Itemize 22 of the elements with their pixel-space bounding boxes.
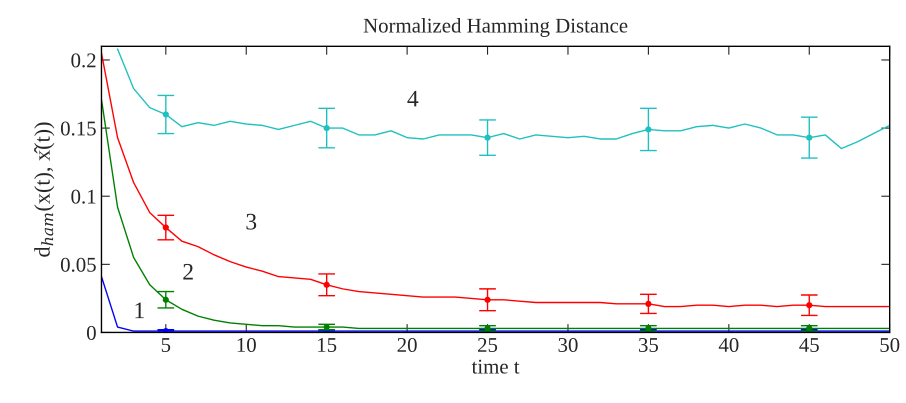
series-label: 2 xyxy=(183,264,193,280)
x-tick-label: 10 xyxy=(238,338,256,352)
y-tick-label: 0.05 xyxy=(60,258,96,272)
series-label: 1 xyxy=(135,302,144,318)
x-tick-label: 25 xyxy=(478,338,498,352)
y-axis-title: d$_{ham}$(x(t), x̂(t)) xyxy=(34,122,54,257)
y-tick-label: 0.1 xyxy=(71,190,96,204)
x-tick-label: 35 xyxy=(638,338,658,352)
chart-title: Normalized Hamming Distance xyxy=(364,18,628,37)
x-tick-label: 20 xyxy=(398,338,417,352)
x-tick-label: 40 xyxy=(718,338,738,352)
x-tick-label: 50 xyxy=(880,338,900,352)
x-tick-label: 15 xyxy=(318,338,336,352)
x-tick-label: 30 xyxy=(558,338,578,352)
x-tick-label: 45 xyxy=(799,338,819,352)
y-tick-label: 0 xyxy=(86,326,96,340)
x-axis-title: time t xyxy=(472,360,520,374)
series-label: 3 xyxy=(246,214,256,230)
y-tick-label: 0.2 xyxy=(71,53,96,68)
x-tick-label: 5 xyxy=(162,338,170,352)
series-label: 4 xyxy=(407,90,418,106)
y-tick-label: 0.15 xyxy=(60,121,96,136)
